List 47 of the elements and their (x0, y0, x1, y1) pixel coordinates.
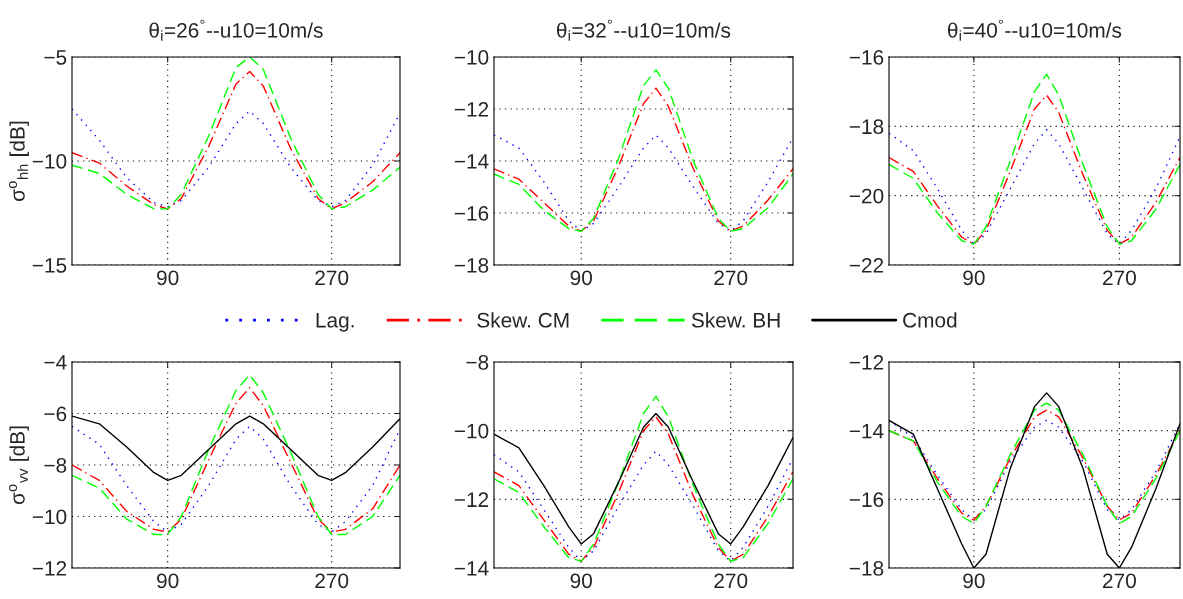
y-tick-label: −10 (454, 50, 489, 65)
y-tick-label: −10 (32, 509, 67, 525)
legend-label: Skew. CM (477, 312, 569, 328)
y-tick-label: −16 (454, 206, 489, 221)
y-tick-label: −20 (849, 188, 884, 204)
y-tick-label: −12 (849, 355, 884, 370)
chart-title: θ$_{i}$=32$^{°}$--u10=10m/s (556, 19, 731, 41)
y-tick-label: −12 (32, 561, 67, 576)
x-tick-label: 270 (714, 573, 748, 589)
legend-label: Cmod (903, 312, 957, 328)
y-tick-label: −18 (849, 561, 884, 576)
y-tick-label: −14 (454, 154, 489, 169)
x-tick-label: 270 (315, 573, 349, 589)
y-tick-label: −16 (849, 492, 884, 508)
x-tick-label: 90 (157, 270, 179, 286)
x-tick-label: 270 (714, 270, 748, 286)
y-tick-label: −8 (44, 458, 67, 473)
x-tick-label: 90 (570, 270, 592, 286)
x-tick-label: 90 (157, 573, 179, 589)
y-tick-label: −10 (454, 423, 489, 439)
legend-label: Skew. BH (691, 312, 780, 328)
y-tick-label: −12 (454, 492, 489, 507)
x-tick-label: 270 (1103, 270, 1136, 286)
y-tick-label: −8 (466, 355, 489, 370)
legend-label: Lag. (316, 313, 354, 332)
y-axis-title: σ$^{o}$$_{vv}$ [dB] (9, 426, 29, 505)
y-tick-label: −6 (44, 406, 67, 422)
y-tick-label: −5 (44, 50, 67, 65)
y-tick-label: −10 (32, 154, 67, 169)
chart-title: θ$_{i}$=40$^{°}$--u10=10m/s (947, 19, 1122, 41)
y-tick-label: −14 (454, 561, 489, 576)
x-tick-label: 270 (1103, 573, 1136, 589)
y-tick-label: −18 (454, 258, 489, 273)
y-tick-label: −15 (32, 258, 67, 273)
y-axis-title: σ$^{o}$$_{hh}$ [dB] (9, 121, 29, 201)
y-tick-label: −12 (454, 102, 489, 117)
y-tick-label: −22 (849, 258, 884, 273)
line-series (889, 129, 1180, 245)
x-tick-label: 90 (963, 270, 985, 286)
x-tick-label: 90 (570, 573, 592, 589)
y-tick-label: −16 (849, 50, 884, 65)
y-tick-label: −4 (44, 355, 67, 370)
y-tick-label: −14 (849, 423, 884, 439)
chart-title: θ$_{i}$=26$^{°}$--u10=10m/s (149, 19, 323, 41)
x-tick-label: 270 (315, 270, 349, 286)
y-tick-label: −18 (849, 119, 884, 135)
x-tick-label: 90 (963, 573, 985, 589)
